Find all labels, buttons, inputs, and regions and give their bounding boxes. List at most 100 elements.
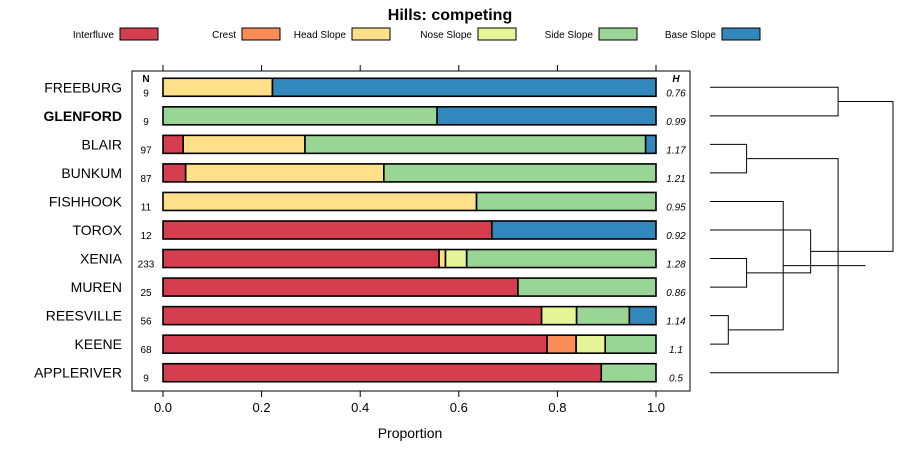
bar-rows: FREEBURG 9 0.76 GLENFORD 9 0.99 BLAIR 97 1.17 BUN… bbox=[34, 77, 686, 385]
legend-label-interfluve: Interfluve bbox=[73, 30, 115, 41]
legend: Interfluve Crest Head Slope Nose Slope Side … bbox=[73, 27, 761, 41]
h-value: 0.5 bbox=[669, 374, 683, 385]
x-tick-label: 0.4 bbox=[351, 400, 369, 415]
dendrogram-link bbox=[710, 229, 812, 274]
legend-label-side-slope: Side Slope bbox=[545, 30, 594, 41]
dendrogram bbox=[710, 86, 894, 374]
bar-segment-side-slope bbox=[465, 248, 657, 269]
bar-segment-interfluve bbox=[162, 334, 548, 354]
h-value: 1.21 bbox=[666, 174, 685, 185]
n-value: 68 bbox=[140, 345, 152, 356]
bar-row-appleriver: APPLERIVER 9 0.5 bbox=[34, 362, 683, 385]
dendrogram-link bbox=[710, 86, 839, 117]
x-tick-label: 1.0 bbox=[647, 400, 665, 415]
dendrogram-link bbox=[710, 258, 748, 288]
bar-row-glenford: GLENFORD 9 0.99 bbox=[43, 106, 686, 128]
bar-segment-base-slope bbox=[628, 305, 657, 326]
bar-segment-side-slope bbox=[600, 362, 657, 383]
bar-segment-base-slope bbox=[271, 77, 657, 98]
bar-segment-nose-slope bbox=[444, 248, 468, 269]
n-value: 87 bbox=[140, 174, 152, 185]
bar-segment-side-slope bbox=[575, 305, 631, 326]
legend-swatch-head-slope bbox=[351, 27, 391, 41]
soil-label: KEENE bbox=[75, 336, 122, 352]
x-tick-label: 0.2 bbox=[253, 400, 271, 415]
bar-segment-side-slope bbox=[304, 134, 647, 155]
h-value: 1.1 bbox=[669, 345, 683, 356]
n-value: 11 bbox=[141, 202, 152, 213]
soil-label: TOROX bbox=[72, 222, 122, 238]
bar-segment-head-slope bbox=[438, 248, 447, 269]
bar-segment-interfluve bbox=[162, 277, 519, 297]
soil-label: XENIA bbox=[80, 251, 123, 267]
h-value: 1.14 bbox=[666, 317, 686, 328]
bar-row-freeburg: FREEBURG 9 0.76 bbox=[44, 77, 686, 99]
h-value: 0.95 bbox=[666, 202, 686, 213]
n-value: 9 bbox=[143, 117, 149, 128]
bar-segment-head-slope bbox=[182, 134, 306, 155]
bar-row-reesville: REESVILLE 56 1.14 bbox=[46, 305, 686, 328]
legend-swatch-base-slope bbox=[721, 27, 761, 41]
bar-segment-interfluve bbox=[162, 362, 603, 383]
h-value: 0.92 bbox=[666, 231, 686, 242]
soil-label: BUNKUM bbox=[61, 165, 122, 181]
n-value: 9 bbox=[143, 374, 149, 385]
soil-label: FREEBURG bbox=[44, 79, 122, 95]
h-value: 0.99 bbox=[666, 117, 686, 128]
h-value: 0.76 bbox=[666, 88, 686, 99]
n-value: 233 bbox=[138, 260, 155, 271]
n-value: 25 bbox=[140, 288, 152, 299]
soil-label: GLENFORD bbox=[43, 108, 122, 124]
dendrogram-link bbox=[810, 101, 894, 252]
legend-swatch-crest bbox=[241, 27, 281, 41]
n-value: 12 bbox=[140, 231, 152, 242]
bar-row-fishhook: FISHHOOK 11 0.95 bbox=[49, 191, 686, 213]
dendrogram-link bbox=[710, 315, 729, 345]
h-column-header: H bbox=[672, 74, 680, 85]
dendrogram-link bbox=[710, 143, 748, 174]
h-value: 1.28 bbox=[666, 260, 686, 271]
bar-segment-nose-slope bbox=[540, 305, 578, 326]
bar-segment-interfluve bbox=[162, 305, 543, 326]
bar-row-keene: KEENE 68 1.1 bbox=[75, 334, 683, 356]
bar-segment-head-slope bbox=[184, 163, 385, 183]
bar-segment-base-slope bbox=[644, 134, 657, 155]
bar-segment-crest bbox=[546, 334, 577, 354]
soil-label: REESVILLE bbox=[46, 308, 122, 324]
bar-segment-base-slope bbox=[491, 220, 657, 240]
legend-label-head-slope: Head Slope bbox=[294, 30, 347, 41]
n-column-header: N bbox=[142, 74, 149, 85]
bar-segment-nose-slope bbox=[575, 334, 607, 354]
bar-row-torox: TOROX 12 0.92 bbox=[72, 220, 686, 242]
soil-label: FISHHOOK bbox=[49, 193, 123, 209]
legend-swatch-side-slope bbox=[598, 27, 638, 41]
plot-frame bbox=[131, 70, 691, 392]
x-tick-label: 0.6 bbox=[450, 400, 468, 415]
bar-row-xenia: XENIA 233 1.28 bbox=[80, 248, 686, 271]
bar-segment-interfluve bbox=[162, 220, 493, 240]
bar-segment-side-slope bbox=[162, 106, 438, 126]
soil-label: BLAIR bbox=[82, 136, 122, 152]
bar-segment-head-slope bbox=[162, 77, 274, 98]
legend-swatch-nose-slope bbox=[477, 27, 517, 41]
bar-segment-interfluve bbox=[162, 134, 185, 155]
chart-title: Hills: competing bbox=[388, 7, 512, 24]
legend-label-nose-slope: Nose Slope bbox=[420, 30, 472, 41]
bar-segment-side-slope bbox=[383, 163, 657, 183]
bar-segment-base-slope bbox=[436, 106, 657, 126]
bar-segment-side-slope bbox=[475, 191, 657, 212]
legend-label-crest: Crest bbox=[212, 30, 236, 41]
soil-label: MUREN bbox=[71, 279, 122, 295]
n-value: 9 bbox=[143, 88, 149, 99]
bar-row-blair: BLAIR 97 1.17 bbox=[82, 134, 686, 156]
bar-segment-side-slope bbox=[604, 334, 657, 354]
bar-segment-interfluve bbox=[162, 248, 440, 269]
legend-swatch-interfluve bbox=[119, 27, 159, 41]
n-value: 56 bbox=[140, 317, 152, 328]
x-tick-label: 0.8 bbox=[548, 400, 566, 415]
bar-row-muren: MUREN 25 0.86 bbox=[71, 277, 686, 299]
x-axis-title: Proportion bbox=[378, 425, 443, 441]
bar-segment-interfluve bbox=[162, 163, 187, 183]
h-value: 0.86 bbox=[666, 288, 686, 299]
